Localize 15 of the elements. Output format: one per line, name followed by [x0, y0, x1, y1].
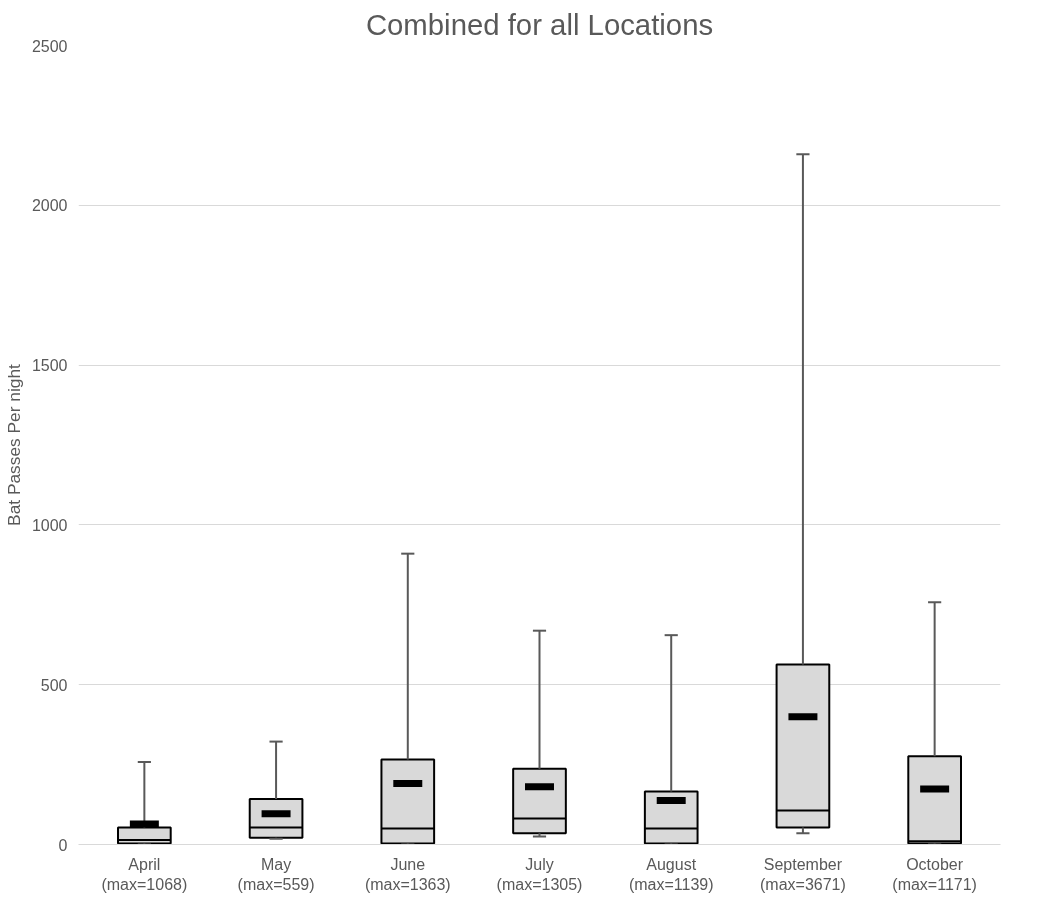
y-axis-title: Bat Passes Per night [3, 363, 24, 526]
y-tick-label: 2000 [31, 197, 68, 215]
y-tick-label: 2500 [31, 37, 68, 55]
y-tick-label: 1000 [31, 516, 68, 534]
x-tick-label: August (max=1139) [628, 855, 714, 893]
y-tick-label: 1500 [31, 357, 68, 375]
y-tick-label: 0 [58, 836, 68, 854]
x-tick-label: October (max=1171) [892, 855, 977, 893]
x-tick-label: June (max=1363) [364, 855, 451, 893]
y-tick-label: 500 [40, 676, 68, 694]
x-tick-label: September (max=3671) [760, 855, 846, 893]
x-tick-label: July (max=1305) [496, 855, 583, 893]
chart-title: Combined for all Locations [365, 7, 714, 41]
x-tick-label: April (max=1068) [101, 855, 188, 893]
x-tick-label: May (max=559) [237, 855, 315, 893]
